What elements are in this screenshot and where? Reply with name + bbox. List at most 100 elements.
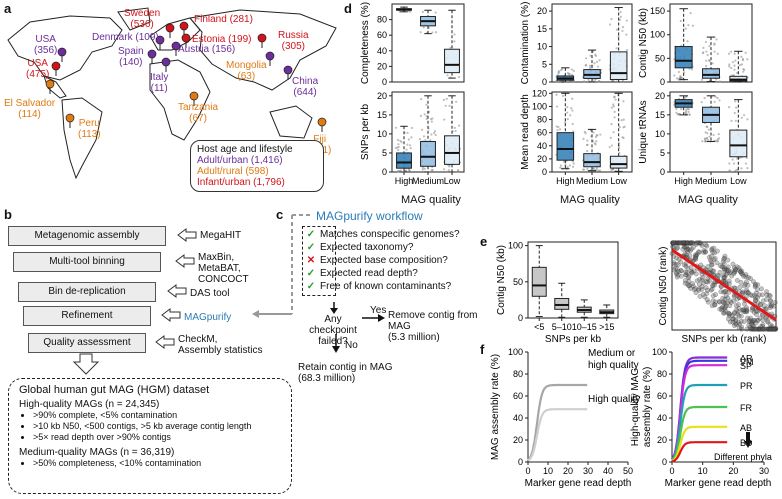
- xlabel-mag-quality-3: MAG quality: [678, 194, 738, 206]
- y-axis-label: Mean read depth: [520, 94, 531, 170]
- scatter-point: [671, 240, 676, 246]
- annotation-different-phyla: Different phyla: [714, 452, 772, 462]
- scatter-point: [757, 302, 763, 308]
- scatter-point: [712, 302, 718, 308]
- data-point: [675, 107, 678, 110]
- data-point: [394, 126, 398, 129]
- panel-label-b: b: [4, 207, 12, 222]
- y-tick-label: 80: [537, 115, 547, 125]
- data-point: [691, 24, 694, 27]
- data-point: [621, 26, 625, 29]
- data-point: [733, 52, 736, 55]
- scatter-point: [732, 310, 737, 315]
- data-point: [558, 128, 562, 131]
- phylum-label-VM: VM: [740, 357, 754, 367]
- scatter-point: [734, 296, 740, 302]
- data-point: [430, 118, 433, 121]
- scatter-point: [675, 262, 681, 268]
- data-point: [679, 19, 682, 23]
- data-point: [447, 169, 451, 172]
- scatter-point: [722, 289, 728, 294]
- data-point: [399, 169, 403, 172]
- x-tick-label: Low: [730, 176, 747, 186]
- data-point: [733, 111, 736, 115]
- scatter-point: [753, 320, 759, 326]
- scatter-point: [733, 303, 739, 309]
- map-label-austria: Austria (156): [178, 44, 236, 55]
- data-point: [453, 40, 456, 43]
- data-point: [423, 113, 426, 116]
- data-point: [741, 57, 745, 61]
- data-point: [571, 122, 574, 126]
- scatter-point: [699, 243, 705, 248]
- data-point: [705, 50, 708, 53]
- scatter-point: [734, 277, 740, 283]
- scatter-point: [688, 286, 694, 291]
- data-point: [584, 63, 588, 67]
- map-label-mongolia: Mongolia (63): [226, 60, 267, 82]
- data-point: [734, 169, 737, 172]
- data-point: [610, 17, 613, 21]
- data-point: [420, 98, 423, 101]
- data-point: [622, 100, 625, 103]
- xlabel-mag-quality-2: MAG quality: [560, 194, 620, 206]
- scatter-point: [721, 272, 727, 278]
- scatter-point: [717, 269, 723, 275]
- data-point: [587, 78, 590, 81]
- data-point: [728, 169, 732, 173]
- scatter-point: [694, 278, 700, 284]
- x-tick-label: 5–10: [552, 322, 572, 332]
- scatter-point: [721, 310, 727, 316]
- data-point: [585, 143, 588, 147]
- data-point: [557, 71, 560, 74]
- data-point: [707, 128, 711, 131]
- map-label-denmark: Denmark (109): [92, 32, 159, 43]
- scatter-point: [702, 294, 708, 300]
- scatter-point: [671, 261, 677, 267]
- series-line-high-quality: [527, 408, 588, 462]
- y-tick-label: 100: [650, 30, 665, 40]
- scatter-point: [721, 256, 727, 262]
- scatter-point: [716, 299, 722, 304]
- y-tick-label: 40: [537, 141, 547, 151]
- data-point: [740, 63, 744, 66]
- data-point: [705, 137, 708, 140]
- xlabel-mag-quality-1: MAG quality: [401, 194, 461, 206]
- data-point: [431, 31, 434, 34]
- data-point: [610, 106, 614, 109]
- scatter-frame: [671, 241, 777, 331]
- scatter-point: [752, 318, 758, 323]
- scatter-point: [693, 253, 699, 259]
- series-line-sp: [671, 364, 728, 461]
- y-tick-label: 80: [377, 15, 387, 25]
- data-point: [588, 64, 592, 67]
- scatter-point: [672, 266, 678, 271]
- scatter-point: [677, 240, 683, 246]
- scatter-point: [725, 295, 730, 301]
- scatter-point: [753, 283, 758, 288]
- scatter-point: [722, 253, 728, 259]
- data-point: [571, 160, 574, 163]
- series-line-bd: [671, 441, 728, 463]
- box-High: [556, 132, 575, 161]
- data-point: [731, 158, 734, 161]
- data-point: [728, 65, 731, 68]
- data-point: [566, 117, 569, 121]
- data-point: [608, 145, 611, 149]
- data-point: [728, 63, 731, 66]
- scatter-point: [725, 257, 731, 263]
- scatter-point: [723, 272, 729, 278]
- scatter-point: [736, 302, 741, 307]
- tool-magpurify: MAGpurify: [184, 312, 232, 323]
- data-point: [429, 139, 432, 142]
- data-point: [675, 77, 679, 80]
- scatter-point: [689, 240, 695, 246]
- series-line-pr: [671, 383, 728, 461]
- arrow-binning: [175, 254, 195, 268]
- scatter-point: [725, 264, 731, 270]
- scatter-point: [683, 269, 689, 275]
- panel-label-e: e: [480, 234, 488, 249]
- scatter-point: [687, 253, 693, 259]
- data-point: [573, 80, 576, 83]
- plot-frame: [527, 241, 619, 319]
